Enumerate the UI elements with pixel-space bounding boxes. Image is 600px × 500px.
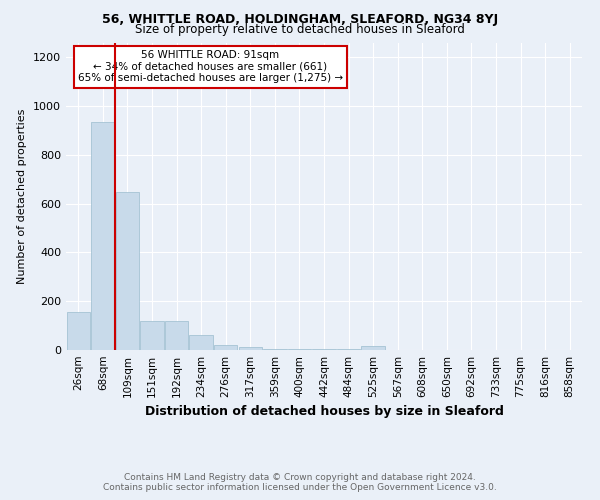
Text: Contains HM Land Registry data © Crown copyright and database right 2024.
Contai: Contains HM Land Registry data © Crown c… bbox=[103, 473, 497, 492]
Bar bbox=[288, 349, 311, 350]
Bar bbox=[116, 192, 139, 350]
Bar bbox=[239, 347, 262, 350]
Bar bbox=[67, 312, 90, 350]
Bar bbox=[337, 349, 360, 350]
Bar bbox=[165, 320, 188, 350]
Bar bbox=[313, 349, 335, 350]
Text: 56 WHITTLE ROAD: 91sqm
← 34% of detached houses are smaller (661)
65% of semi-de: 56 WHITTLE ROAD: 91sqm ← 34% of detached… bbox=[78, 50, 343, 84]
Bar bbox=[190, 336, 213, 350]
Y-axis label: Number of detached properties: Number of detached properties bbox=[17, 108, 28, 284]
Bar bbox=[214, 345, 238, 350]
Bar bbox=[91, 122, 115, 350]
Bar bbox=[263, 349, 287, 350]
Bar bbox=[361, 346, 385, 350]
X-axis label: Distribution of detached houses by size in Sleaford: Distribution of detached houses by size … bbox=[145, 406, 503, 418]
Text: 56, WHITTLE ROAD, HOLDINGHAM, SLEAFORD, NG34 8YJ: 56, WHITTLE ROAD, HOLDINGHAM, SLEAFORD, … bbox=[102, 12, 498, 26]
Bar bbox=[140, 320, 164, 350]
Text: Size of property relative to detached houses in Sleaford: Size of property relative to detached ho… bbox=[135, 22, 465, 36]
